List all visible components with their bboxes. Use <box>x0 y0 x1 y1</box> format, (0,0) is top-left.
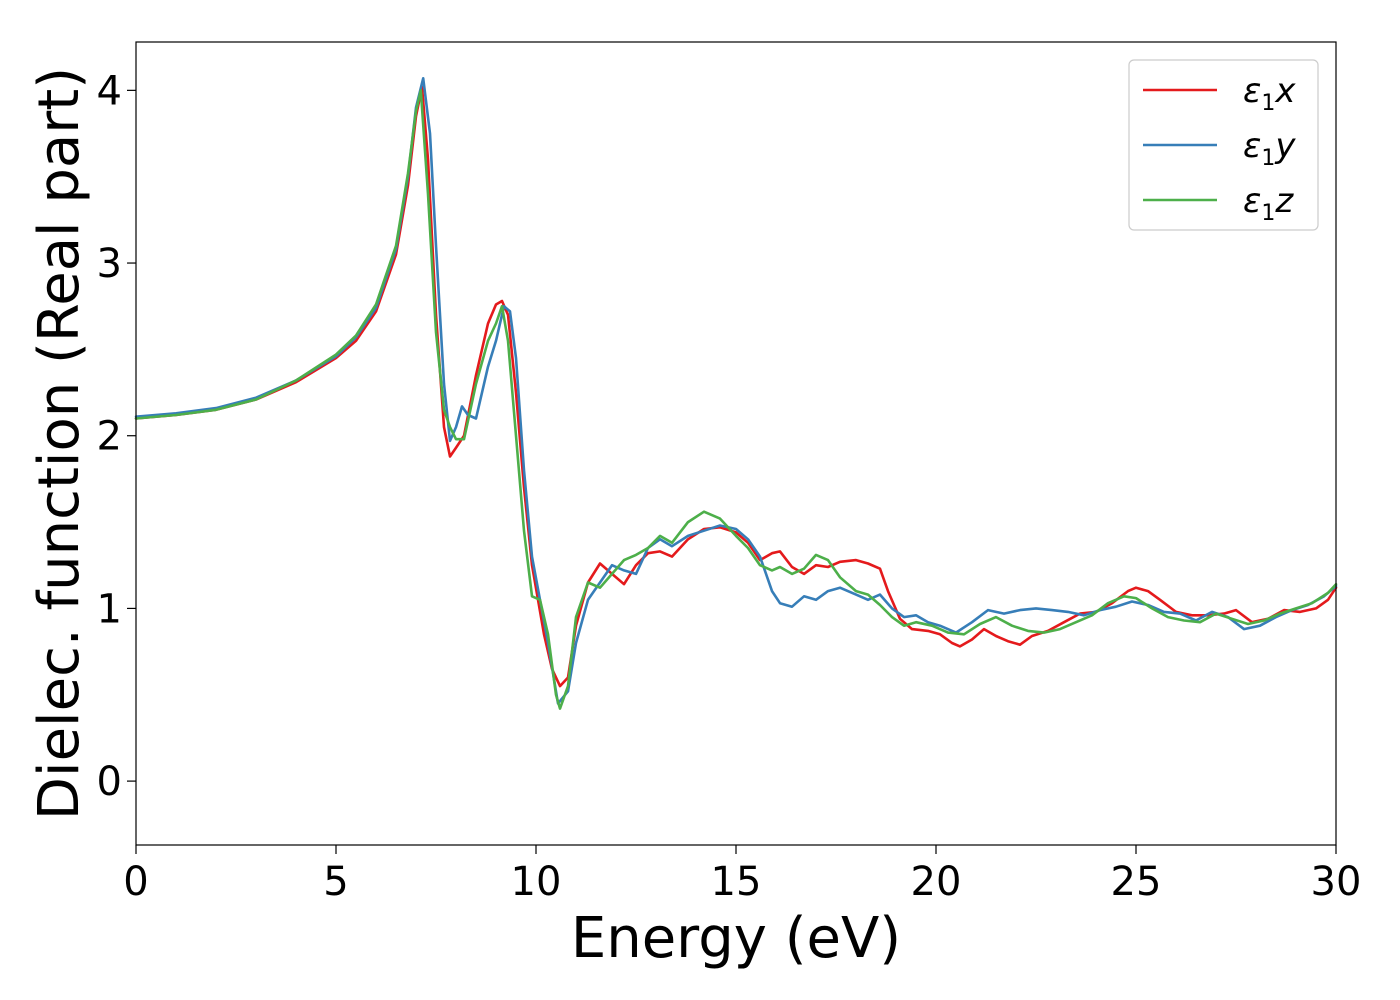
y-tick-label: 3 <box>97 241 122 287</box>
x-tick-label: 10 <box>511 859 562 905</box>
series-line-z <box>134 89 1338 710</box>
legend-box <box>1128 59 1319 231</box>
y-tick-label: 0 <box>97 759 122 805</box>
x-tick-label: 5 <box>323 859 348 905</box>
legend-entry-z: ε1z <box>1243 181 1294 226</box>
legend-entry-x: ε1x <box>1243 71 1296 116</box>
y-axis: 0 1 2 3 4 <box>97 68 136 805</box>
x-tick-label: 0 <box>123 859 148 905</box>
x-axis: 0 5 10 15 20 25 30 <box>123 845 1361 905</box>
y-tick-label: 4 <box>97 68 122 114</box>
x-tick-label: 25 <box>1111 859 1162 905</box>
legend-entry-y: ε1y <box>1243 126 1296 171</box>
x-tick-label: 15 <box>711 859 762 905</box>
x-tick-label: 20 <box>911 859 962 905</box>
legend: ε1x ε1y ε1z <box>1128 59 1319 231</box>
y-axis-label: Dielec. function (Real part) <box>27 67 92 820</box>
y-tick-label: 1 <box>97 586 122 632</box>
x-tick-label: 30 <box>1311 859 1362 905</box>
x-axis-label: Energy (eV) <box>571 906 901 971</box>
series-layer <box>134 77 1338 710</box>
y-tick-label: 2 <box>97 414 122 460</box>
